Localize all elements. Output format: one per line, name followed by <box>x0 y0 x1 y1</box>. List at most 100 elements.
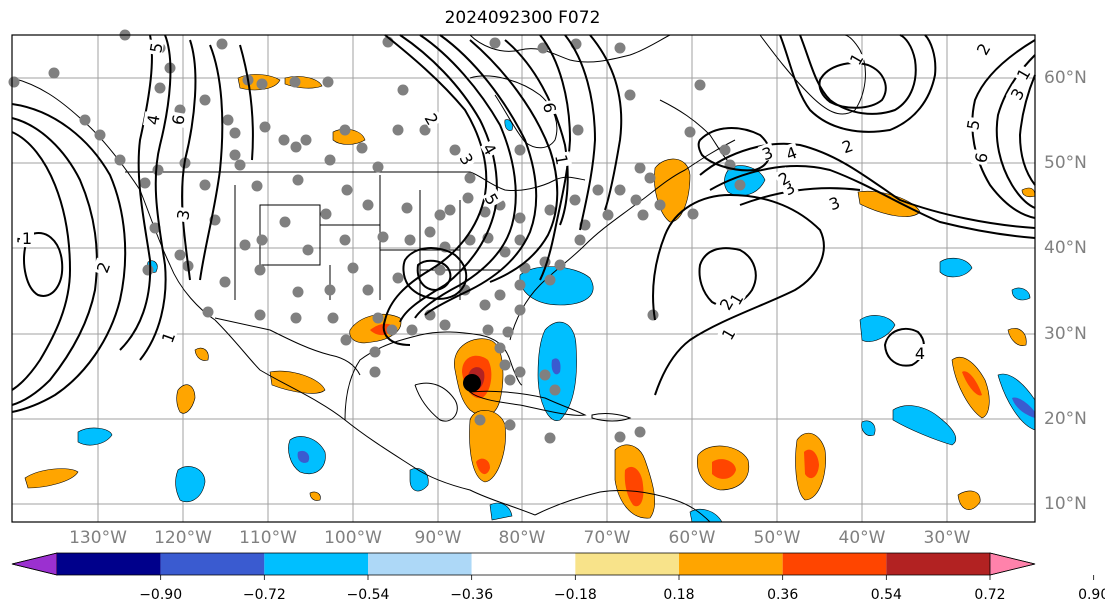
contour-atl-low-2 <box>698 247 757 307</box>
station-dot <box>644 172 656 184</box>
coastlines <box>11 34 866 523</box>
contour-label-bg <box>716 323 738 344</box>
contour-label: 5 <box>963 118 983 131</box>
contour-label: 6 <box>971 151 991 164</box>
station-dot <box>254 264 266 276</box>
contour-label-bg <box>541 99 561 116</box>
contour-trough-6 <box>504 39 569 226</box>
longitude-label: 80°W <box>498 528 546 548</box>
contour-label: 6 <box>168 113 188 126</box>
longitude-label: 30°W <box>923 528 971 548</box>
contour-label: 6 <box>539 101 559 114</box>
contour-label-bg <box>1011 63 1033 84</box>
station-dot <box>694 79 706 91</box>
anomaly-negative-atlantic-coast <box>519 266 594 306</box>
anomaly-negative-atl4 <box>939 257 973 278</box>
contour-label-bg <box>482 188 504 209</box>
contour-west-3 <box>11 103 127 413</box>
station-dot <box>687 208 699 220</box>
station-dot <box>654 199 666 211</box>
station-dot <box>499 359 511 371</box>
anomaly-positive-pac3 <box>24 468 79 489</box>
coastline-gulf <box>344 331 523 421</box>
contour-north-high-2 <box>799 34 917 115</box>
colorbar-tick-label: −0.36 <box>450 587 494 603</box>
contour-trough-1 <box>382 34 488 346</box>
station-dot <box>259 121 271 133</box>
contour-label-bg <box>20 229 34 245</box>
anomaly-positive-small2 <box>957 490 981 510</box>
contour-label-bg <box>172 206 192 223</box>
station-dot <box>494 342 506 354</box>
longitude-label: 60°W <box>668 528 716 548</box>
station-dot <box>624 89 636 101</box>
colorbar-outline <box>11 552 1036 576</box>
station-dot <box>199 179 211 191</box>
coastline-sa <box>534 489 711 523</box>
contour-labels: 123456123456123456123121234113 <box>12 38 1034 363</box>
station-dot <box>154 82 166 94</box>
station-dot <box>554 259 566 271</box>
contour-label-bg <box>913 344 927 360</box>
coastline-na-west <box>11 77 536 516</box>
contour-west-2 <box>11 117 98 406</box>
station-dot <box>397 84 409 96</box>
contour-label-bg <box>553 151 573 168</box>
anomaly-negative-atl2 <box>892 405 956 446</box>
station-dot <box>602 209 614 221</box>
station-dot <box>544 204 556 216</box>
station-dot <box>614 184 626 196</box>
anomaly-negative-atl3-core <box>1012 397 1035 418</box>
border-us-canada <box>125 171 586 191</box>
map-title: 2024092300 F072 <box>444 8 601 28</box>
station-dot <box>94 129 106 141</box>
station-dot <box>494 289 506 301</box>
station-dot <box>514 279 526 291</box>
station-dot <box>234 159 246 171</box>
anomaly-negative-cam <box>409 468 429 492</box>
colorbar <box>11 552 1095 580</box>
station-dot <box>340 334 352 346</box>
station-dot <box>8 76 20 88</box>
colorbar-tick-label: −0.18 <box>553 587 597 603</box>
anomaly-positive-atl2-core <box>712 459 736 479</box>
station-dot <box>684 126 696 138</box>
station-dot <box>362 284 374 296</box>
station-dot <box>290 312 302 324</box>
station-dot <box>239 239 251 251</box>
colorbar-tick-label: 0.72 <box>974 587 1006 603</box>
contour-label-bg <box>480 138 502 159</box>
colorbar-segment <box>782 553 887 575</box>
latitude-label: 50°N <box>1044 153 1087 173</box>
station-dot <box>569 194 581 206</box>
contour-low-ring <box>402 247 468 300</box>
station-dot <box>202 306 214 318</box>
anomaly-negative-atl6 <box>861 420 876 436</box>
contour-trough-4 <box>424 34 538 316</box>
station-dot <box>302 244 314 256</box>
colorbar-segment <box>57 553 161 575</box>
station-dot <box>254 309 266 321</box>
contour-label-bg <box>781 142 801 163</box>
anomaly-negative-small4 <box>489 502 513 521</box>
station-dot <box>362 199 374 211</box>
anomaly-negative-atl5 <box>1011 287 1031 301</box>
anomaly-positive-atl4-core <box>962 371 982 396</box>
station-dot <box>434 264 446 276</box>
station-dot <box>514 366 526 378</box>
anomaly-negative-nf <box>724 165 766 196</box>
station-dot <box>292 286 304 298</box>
contour-label-bg <box>457 148 479 169</box>
station-dot <box>369 346 381 358</box>
contour-atl-band-1 <box>699 142 1036 229</box>
station-dot <box>419 124 431 136</box>
contour-label-bg <box>157 327 178 347</box>
station-dot <box>504 374 516 386</box>
station-dot <box>504 419 516 431</box>
contour-atl-band-3 <box>739 187 861 206</box>
anomaly-positive-pac2 <box>176 384 196 414</box>
contour-label: 1 <box>22 229 32 248</box>
colorbar-extend-high <box>989 552 1036 576</box>
contour-label: 1 <box>551 153 571 166</box>
